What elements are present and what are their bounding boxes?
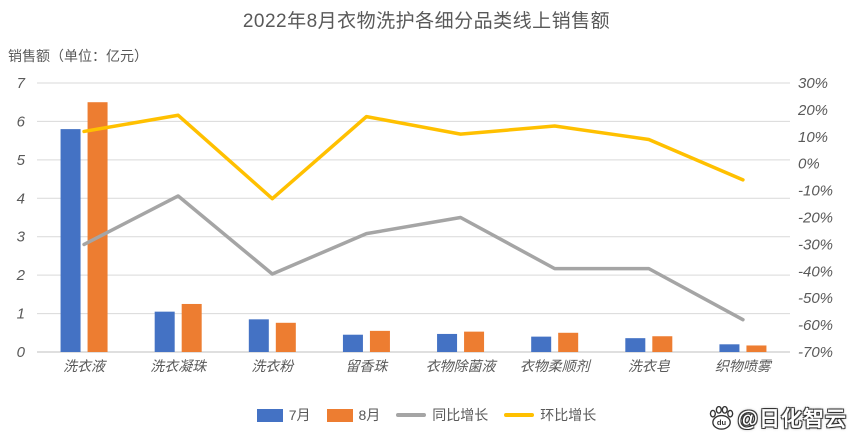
watermark-text: @日化智云: [737, 408, 847, 431]
chart-title: 2022年8月衣物洗护各细分品类线上销售额: [242, 11, 611, 32]
legend-item-august: 8月: [326, 405, 381, 425]
left-axis-tick-label: 3: [17, 229, 26, 246]
bar-august: [87, 102, 108, 352]
right-axis-tick-label: -10%: [798, 183, 833, 200]
bar-july: [531, 336, 552, 352]
left-axis-tick-label: 6: [17, 113, 26, 130]
bar-august: [558, 332, 579, 352]
x-axis-category-label: 洗衣凝珠: [150, 358, 208, 374]
right-axis-tick-label: -30%: [798, 236, 833, 253]
x-axis-category-label: 衣物柔顺剂: [520, 358, 592, 374]
bar-july: [342, 334, 363, 352]
bar-august: [369, 330, 390, 352]
watermark: du @日化智云: [708, 403, 847, 433]
right-axis-tick-label: 20%: [797, 102, 828, 119]
bar-august: [275, 322, 296, 352]
mom-line-swatch-icon: [504, 413, 535, 417]
bar-july: [60, 129, 81, 352]
bar-august: [746, 345, 767, 352]
left-axis-tick-label: 7: [17, 75, 26, 92]
bar-july: [154, 311, 175, 352]
legend-label-yoy: 同比增长: [432, 407, 489, 423]
left-axis-tick-label: 1: [17, 306, 25, 323]
legend-item-july: 7月: [256, 405, 311, 425]
left-axis-tick-label: 2: [16, 267, 26, 284]
x-axis-category-label: 衣物除菌液: [426, 358, 498, 374]
right-axis-tick-label: 30%: [798, 75, 828, 92]
left-axis-tick-label: 4: [17, 190, 25, 207]
legend-item-yoy: 同比增长: [396, 405, 488, 425]
paw-du-label: du: [716, 418, 726, 427]
legend-label-mom: 环比增长: [540, 407, 597, 423]
x-axis-category-label: 洗衣粉: [251, 358, 295, 374]
bar-august: [181, 303, 202, 352]
right-axis-tick-label: -40%: [798, 263, 833, 280]
legend-label-july: 7月: [288, 407, 311, 423]
bar-august: [652, 336, 673, 352]
right-axis-tick-label: -70%: [798, 344, 833, 361]
legend: 7月 8月 同比增长 环比增长: [0, 405, 853, 425]
line-mom-growth: [82, 113, 745, 201]
line-yoy-growth: [82, 194, 745, 322]
left-axis-tick-label: 0: [17, 344, 26, 361]
x-axis-category-label: 洗衣皂: [628, 358, 671, 374]
right-axis-tick-label: -20%: [798, 210, 833, 227]
bar-august: [464, 331, 485, 352]
bar-july: [719, 344, 740, 352]
legend-item-mom: 环比增长: [504, 405, 596, 425]
x-axis-category-label: 织物喷雾: [715, 358, 773, 374]
y-axis-unit-label: 销售额（单位：亿元）: [8, 48, 148, 64]
bar-july: [248, 319, 269, 352]
baidu-paw-icon: du: [709, 406, 733, 430]
right-axis-tick-label: -50%: [798, 290, 833, 307]
legend-label-august: 8月: [358, 407, 381, 423]
august-bar-swatch-icon: [326, 408, 353, 422]
right-axis-tick-label: 0%: [798, 156, 820, 173]
bar-july: [625, 338, 646, 352]
yoy-line-swatch-icon: [396, 413, 427, 417]
x-axis-category-label: 洗衣液: [63, 358, 107, 374]
x-axis-category-label: 留香珠: [345, 358, 389, 374]
bar-july: [437, 333, 458, 352]
right-axis-tick-label: -60%: [798, 317, 833, 334]
right-axis-tick-label: 10%: [798, 129, 828, 146]
july-bar-swatch-icon: [256, 408, 283, 422]
left-axis-tick-label: 5: [17, 152, 26, 169]
